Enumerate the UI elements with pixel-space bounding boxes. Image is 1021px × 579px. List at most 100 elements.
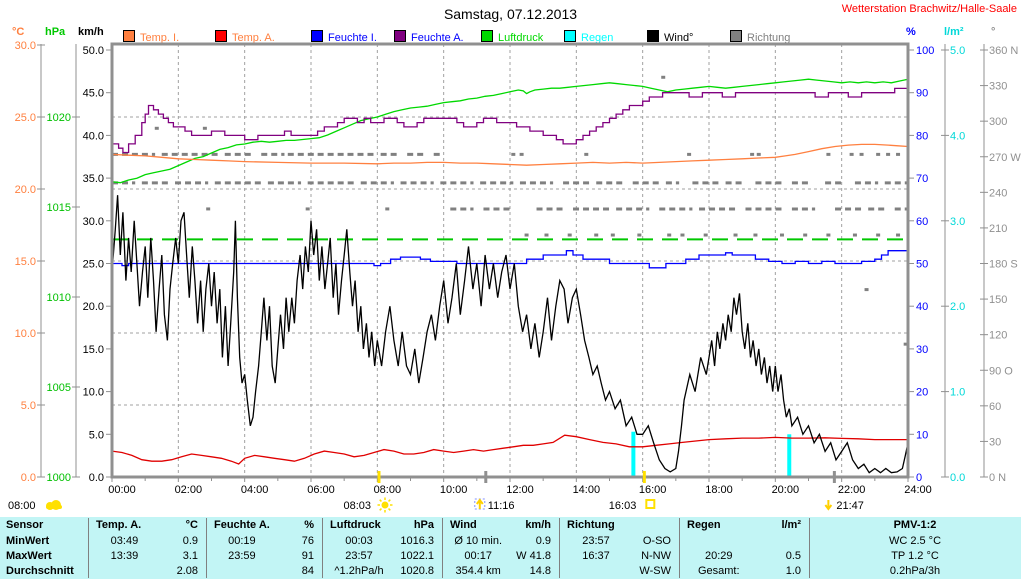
- table-cell: 1022.1: [400, 550, 434, 562]
- luftdruck-series: [111, 78, 909, 184]
- feuchte-a--series: [112, 87, 908, 154]
- station-name: Wetterstation Brachwitz/Halle-Saale: [841, 3, 1017, 15]
- sun-icon: [381, 501, 389, 509]
- axis-tick-label: 30: [916, 344, 928, 356]
- axis-tick-label: 0: [916, 472, 922, 484]
- table-cell: 03:49: [110, 535, 139, 547]
- table-divider: [559, 518, 560, 578]
- table-cell: 354.4 km: [455, 565, 501, 577]
- table-cell: Richtung: [567, 519, 615, 531]
- axis-tick-label: 1010: [47, 292, 71, 304]
- table-cell: °C: [185, 519, 198, 531]
- axis-unit-km/h: km/h: [78, 26, 104, 38]
- legend-label: Temp. I.: [140, 32, 180, 44]
- table-cell: 14.8: [529, 565, 551, 577]
- x-axis-label: 12:00: [506, 484, 534, 496]
- legend-swatch: [564, 30, 576, 42]
- axis-tick-label: 25.0: [83, 259, 104, 271]
- legend-swatch: [123, 30, 135, 42]
- table-cell: WC 2.5 °C: [888, 535, 942, 547]
- x-axis-label: 20:00: [772, 484, 800, 496]
- table-cell: 0.2hPa/3h: [889, 565, 941, 577]
- table-cell: N-NW: [641, 550, 671, 562]
- x-axis-label: 06:00: [307, 484, 335, 496]
- table-divider: [206, 518, 207, 578]
- axis-tick-label: 210: [989, 223, 1007, 235]
- x-axis-label: 22:00: [838, 484, 866, 496]
- x-axis-label: 14:00: [573, 484, 601, 496]
- axis-tick-label: 35.0: [83, 173, 104, 185]
- table-cell: 3.1: [182, 550, 198, 562]
- legend-label: Richtung: [747, 32, 791, 44]
- table-divider: [88, 518, 89, 578]
- legend-item-temp-i-: Temp. I.: [123, 30, 180, 44]
- legend-swatch: [730, 30, 742, 42]
- table-cell: MinWert: [6, 535, 50, 547]
- table-divider: [442, 518, 443, 578]
- temp-a--series: [111, 434, 908, 465]
- sunset-label: 16:03: [609, 500, 637, 512]
- legend-swatch: [481, 30, 493, 42]
- axis-tick-label: 1005: [47, 382, 71, 394]
- table-cell: O-SO: [642, 535, 671, 547]
- axis-tick-label: 10: [916, 429, 928, 441]
- table-divider: [322, 518, 323, 578]
- x-axis-label: 04:00: [241, 484, 269, 496]
- table-cell: 13:39: [110, 550, 139, 562]
- axis-tick-label: 50: [916, 259, 928, 271]
- table-cell: 00:17: [464, 550, 492, 562]
- axis-tick-label: 150: [989, 294, 1007, 306]
- axis-tick-label: 360 N: [989, 45, 1018, 57]
- page-title: Samstag, 07.12.2013: [443, 6, 578, 22]
- sun-icon: [387, 508, 391, 511]
- axis-tick-label: 4.0: [950, 130, 965, 142]
- legend-swatch: [647, 30, 659, 42]
- table-cell: hPa: [413, 519, 434, 531]
- table-cell: MaxWert: [6, 550, 52, 562]
- axis-tick-label: 60: [916, 216, 928, 228]
- legend-swatch: [311, 30, 323, 42]
- table-cell: 84: [301, 565, 314, 577]
- table-cell: W-SW: [639, 565, 671, 577]
- axis-tick-label: 3.0: [950, 216, 965, 228]
- axis-tick-label: 20.0: [83, 301, 104, 313]
- table-cell: 91: [301, 550, 314, 562]
- table-cell: Durchschnitt: [6, 565, 74, 577]
- sun-icon: [387, 499, 391, 502]
- table-cell: Sensor: [6, 519, 44, 531]
- axis-tick-label: 40.0: [83, 130, 104, 142]
- table-cell: 1.0: [785, 565, 801, 577]
- table-cell: 2.08: [176, 565, 198, 577]
- axis-tick-label: 50.0: [83, 45, 104, 57]
- axis-tick-label: 30: [989, 436, 1001, 448]
- axis-tick-label: 1.0: [950, 387, 965, 399]
- axis-tick-label: 0.0: [21, 472, 36, 484]
- axis-tick-label: 240: [989, 187, 1007, 199]
- table-cell: 1020.8: [400, 565, 434, 577]
- wind-series: [111, 195, 909, 474]
- axis-tick-label: 180 S: [989, 259, 1018, 271]
- moonrise-icon: [475, 498, 484, 509]
- legend-label: Feuchte I.: [328, 32, 377, 44]
- axis-tick-label: 15.0: [83, 344, 104, 356]
- cloud-icon: [46, 505, 62, 509]
- legend-item-feuchte-a-: Feuchte A.: [394, 30, 464, 44]
- table-cell: 0.5: [785, 550, 801, 562]
- temp-i--series: [111, 143, 909, 166]
- axis-tick-label: 20: [916, 387, 928, 399]
- table-cell: l/m²: [781, 519, 801, 531]
- axis-tick-label: 15.0: [15, 256, 36, 268]
- table-cell: km/h: [525, 519, 551, 531]
- rain-bar: [787, 434, 792, 477]
- axis-tick-label: 1020: [47, 112, 71, 124]
- legend-swatch: [215, 30, 227, 42]
- sun-icon: [379, 508, 382, 511]
- axis-tick-label: 120: [989, 330, 1007, 342]
- table-cell: 23:59: [228, 550, 256, 562]
- axis-tick-label: 90: [916, 88, 928, 100]
- moonset-label: 21:47: [836, 500, 864, 512]
- sunset-icon: [645, 499, 656, 509]
- legend-label: Luftdruck: [498, 32, 544, 44]
- table-cell: 0.9: [535, 535, 551, 547]
